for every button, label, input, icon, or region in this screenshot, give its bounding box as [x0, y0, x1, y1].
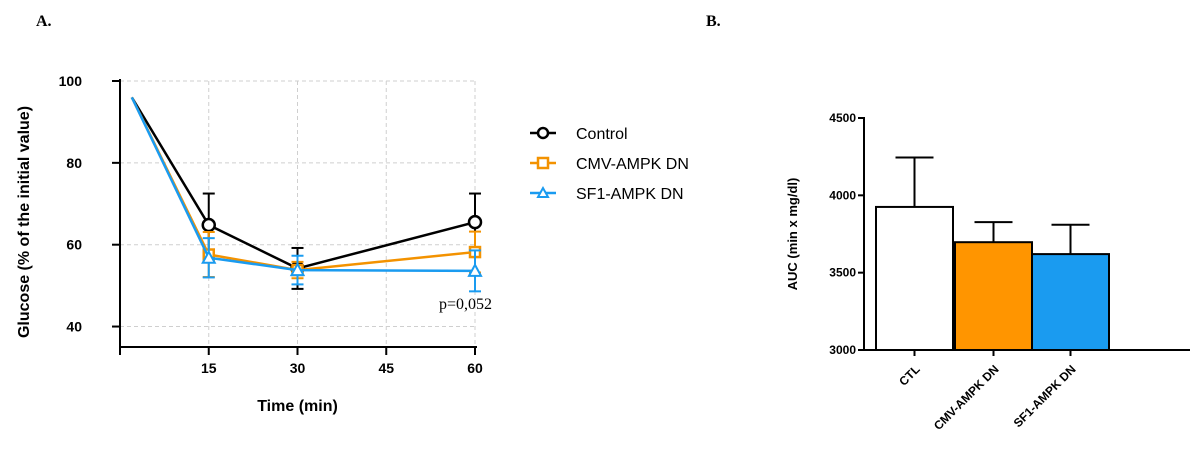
series-line: [130, 96, 476, 273]
data-point: [289, 261, 306, 277]
data-point: [467, 214, 483, 230]
y-tick-label: 80: [66, 155, 82, 171]
bar-1: [875, 205, 954, 351]
legend-marker: [536, 185, 550, 198]
x-tick-label: SF1-AMPK DN: [1011, 362, 1079, 430]
legend-label: Control: [576, 126, 628, 143]
legend-label: CMV-AMPK DN: [576, 156, 689, 173]
y-tick-label: 3000: [829, 343, 856, 357]
x-tick-label: 30: [290, 360, 306, 376]
x-axis-title: Time (min): [257, 398, 338, 415]
y-axis-title: AUC (min x mg/dl): [785, 178, 800, 291]
x-tick-label: 60: [467, 360, 483, 376]
y-axis-title: Glucose (% of the initial value): [16, 106, 33, 338]
legend-marker: [536, 126, 550, 140]
y-tick-label: 60: [66, 237, 82, 253]
x-tick-label: 45: [378, 360, 394, 376]
series-line: [130, 96, 476, 270]
bar-3: [1031, 253, 1110, 352]
x-tick-label: CMV-AMPK DN: [931, 362, 1002, 433]
legend-item: SF1-AMPK DN: [530, 185, 684, 203]
y-tick-label: 3500: [829, 266, 856, 280]
bar-2: [954, 241, 1033, 351]
panel-label-a: A.: [36, 13, 52, 30]
panel-label-b: B.: [706, 13, 721, 30]
data-point: [201, 249, 217, 264]
y-tick-label: 40: [66, 319, 82, 335]
p-value-annotation: p=0,052: [439, 296, 492, 313]
legend-item: Control: [530, 126, 628, 143]
y-tick-label: 100: [59, 73, 83, 89]
series-2: [130, 96, 483, 293]
legend-label: SF1-AMPK DN: [576, 186, 684, 203]
x-tick-label: CTL: [896, 362, 922, 388]
legend-item: CMV-AMPK DN: [530, 156, 689, 173]
y-tick-label: 4000: [829, 188, 856, 202]
legend-marker: [536, 156, 550, 170]
y-tick-label: 4500: [829, 111, 856, 125]
data-point: [467, 262, 483, 277]
x-tick-label: 15: [201, 360, 217, 376]
